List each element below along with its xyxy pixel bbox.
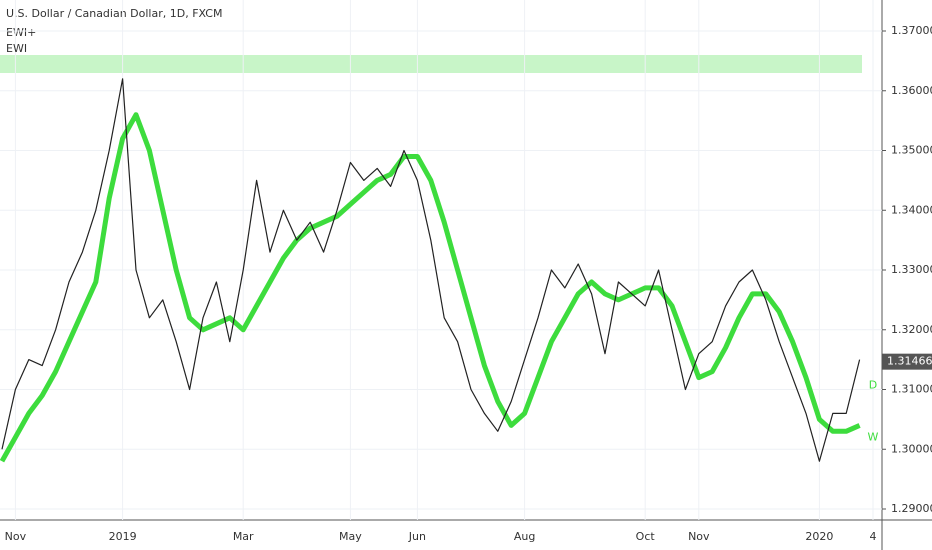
signal-strip [0, 55, 862, 73]
x-tick-label: 2019 [109, 530, 137, 543]
x-tick-label: 2020 [805, 530, 833, 543]
y-tick-label: 1.36000 [891, 84, 932, 97]
price-line [1, 78, 861, 462]
y-tick-label: 1.29000 [891, 502, 932, 515]
x-tick-label: Oct [636, 530, 656, 543]
x-tick-label: Aug [514, 530, 535, 543]
x-tick-label: Jun [408, 530, 426, 543]
y-tick-label: 1.35000 [891, 144, 932, 157]
x-tick-label: May [339, 530, 362, 543]
x-tick-label: Mar [233, 530, 254, 543]
annotation: D [869, 378, 877, 391]
indicator-label: EWI+ [6, 26, 36, 39]
current-price-label: 1.31466 [887, 355, 932, 368]
x-tick-label: Nov [5, 530, 27, 543]
y-tick-label: 1.30000 [891, 442, 932, 455]
annotation: W [868, 430, 879, 443]
x-tick-label: 4 [870, 530, 877, 543]
x-tick-label: Nov [688, 530, 710, 543]
y-tick-label: 1.34000 [891, 203, 932, 216]
legend-entry: EWI [6, 42, 27, 55]
chart-title: U.S. Dollar / Canadian Dollar, 1D, FXCM [6, 7, 222, 20]
indicator-line [0, 112, 861, 463]
y-tick-label: 1.33000 [891, 263, 932, 276]
y-tick-label: 1.32000 [891, 323, 932, 336]
y-tick-label: 1.31000 [891, 383, 932, 396]
y-tick-label: 1.37000 [891, 24, 932, 37]
price-label-box [882, 353, 932, 370]
